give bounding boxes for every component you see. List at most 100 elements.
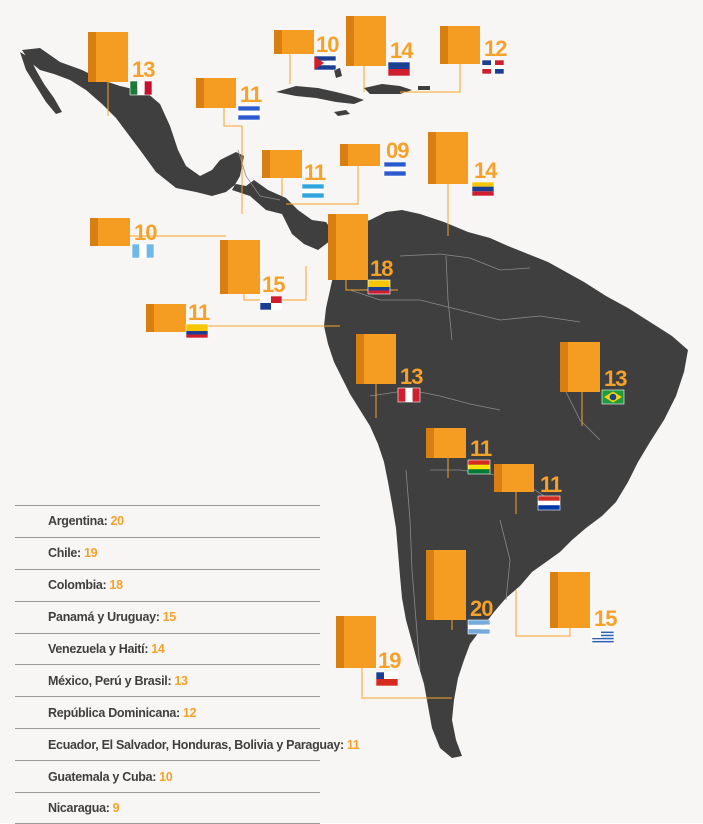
panama-flag bbox=[259, 295, 283, 311]
legend-table: Argentina: 20 Chile: 19 Colombia: 18 Panamá y … bbox=[15, 505, 360, 824]
leader-lines bbox=[107, 54, 583, 699]
value-label-haiti: 14 bbox=[390, 38, 414, 63]
argentina-flag bbox=[467, 619, 491, 635]
legend-row: Nicaragua: 9 bbox=[15, 792, 320, 824]
colombia-flag bbox=[367, 279, 391, 295]
value-label-mexico: 13 bbox=[132, 57, 155, 82]
legend-value: 20 bbox=[110, 514, 125, 529]
legend-row: Ecuador, El Salvador, Honduras, Bolivia … bbox=[15, 728, 360, 760]
bar-side-guatemala bbox=[90, 218, 98, 246]
legend-value: 15 bbox=[162, 610, 177, 625]
bolivia-flag bbox=[467, 459, 491, 475]
bar-front-panama bbox=[228, 240, 260, 294]
bar-front-colombia bbox=[336, 214, 368, 280]
legend-label: Venezuela y Haití: bbox=[48, 642, 149, 656]
peru-flag bbox=[397, 387, 421, 403]
bar-front-peru bbox=[364, 334, 396, 384]
honduras-flag bbox=[301, 183, 325, 199]
legend-value: 9 bbox=[112, 800, 120, 815]
leader-line-nicaragua bbox=[286, 166, 359, 205]
bar-side-venezuela bbox=[428, 132, 436, 184]
value-label-nicaragua: 09 bbox=[386, 138, 409, 163]
cuba-shape bbox=[276, 86, 364, 104]
value-label-ecuador: 11 bbox=[188, 300, 210, 325]
ecuador-flag bbox=[185, 323, 209, 339]
bar-uruguay: 15 bbox=[550, 572, 618, 645]
bar-side-peru bbox=[356, 334, 364, 384]
legend-label: Nicaragua: bbox=[48, 800, 110, 815]
haiti-flag bbox=[387, 61, 411, 77]
bar-side-chile bbox=[336, 616, 344, 668]
legend-row: Venezuela y Haití: 14 bbox=[15, 632, 320, 665]
bar-front-el-salvador bbox=[204, 78, 236, 108]
guatemala-flag bbox=[131, 243, 155, 259]
value-label-guatemala: 10 bbox=[134, 220, 157, 245]
legend-value: 12 bbox=[182, 705, 197, 720]
bar-front-cuba bbox=[282, 30, 314, 54]
bar-guatemala: 10 bbox=[90, 218, 158, 259]
bar-venezuela: 14 bbox=[428, 132, 499, 197]
bar-front-brazil bbox=[568, 342, 600, 392]
value-label-brazil: 13 bbox=[604, 366, 627, 391]
legend-label: Chile: bbox=[48, 546, 81, 561]
bar-front-bolivia bbox=[434, 428, 466, 458]
bar-side-cuba bbox=[274, 30, 282, 54]
bar-front-paraguay bbox=[502, 464, 534, 492]
cuba-flag bbox=[313, 55, 337, 71]
bar-side-nicaragua bbox=[340, 144, 348, 166]
paraguay-flag bbox=[537, 495, 561, 511]
dominican-republic-flag bbox=[481, 59, 505, 75]
chile-flag bbox=[375, 671, 399, 687]
legend-row: República Dominicana: 12 bbox=[15, 696, 320, 728]
bar-argentina: 20 bbox=[426, 550, 494, 635]
bar-side-dominican-republic bbox=[440, 26, 448, 64]
leader-line-chile bbox=[361, 668, 452, 699]
legend-label: República Dominicana: bbox=[48, 705, 180, 720]
bar-front-guatemala bbox=[98, 218, 130, 246]
bar-side-paraguay bbox=[494, 464, 502, 492]
legend-label: Argentina: bbox=[48, 514, 108, 529]
legend-value: 19 bbox=[83, 546, 98, 561]
value-label-el-salvador: 11 bbox=[240, 82, 262, 107]
baja-california-shape bbox=[20, 52, 62, 114]
bar-side-panama bbox=[220, 240, 228, 294]
leader-line-el-salvador bbox=[223, 108, 243, 214]
bar-chile: 19 bbox=[336, 616, 402, 687]
bar-front-ecuador bbox=[154, 304, 186, 332]
bar-panama: 15 bbox=[220, 240, 286, 311]
bar-paraguay: 11 bbox=[494, 464, 563, 511]
value-label-honduras: 11 bbox=[304, 160, 326, 185]
bar-front-haiti bbox=[354, 16, 386, 66]
bar-front-venezuela bbox=[436, 132, 468, 184]
value-label-panama: 15 bbox=[262, 272, 285, 297]
bar-colombia: 18 bbox=[328, 214, 394, 295]
leader-line-uruguay bbox=[515, 590, 571, 637]
puerto-rico-shape bbox=[418, 86, 430, 90]
legend-label: Guatemala y Cuba: bbox=[48, 769, 157, 784]
value-label-colombia: 18 bbox=[370, 256, 393, 281]
value-label-paraguay: 11 bbox=[540, 472, 562, 497]
value-label-chile: 19 bbox=[378, 648, 401, 673]
legend-row: Panamá y Uruguay: 15 bbox=[15, 600, 320, 633]
bar-side-mexico bbox=[88, 32, 96, 82]
value-label-venezuela: 14 bbox=[474, 158, 498, 183]
legend-label: Ecuador, El Salvador, Honduras, Bolivia … bbox=[48, 737, 344, 752]
bar-el-salvador: 11 bbox=[196, 78, 263, 121]
leader-line-dominican-republic bbox=[400, 64, 461, 93]
bar-front-nicaragua bbox=[348, 144, 380, 166]
bar-ecuador: 11 bbox=[146, 300, 211, 339]
bar-front-mexico bbox=[96, 32, 128, 82]
mexico-central-america-shape bbox=[22, 48, 336, 250]
legend-value: 11 bbox=[346, 737, 360, 752]
bar-honduras: 11 bbox=[262, 150, 327, 199]
bar-side-haiti bbox=[346, 16, 354, 66]
bar-dominican-republic: 12 bbox=[440, 26, 508, 75]
value-label-cuba: 10 bbox=[316, 32, 339, 57]
legend-value: 14 bbox=[151, 642, 165, 656]
legend-label: Panamá y Uruguay: bbox=[48, 610, 160, 625]
legend-value: 10 bbox=[159, 769, 173, 784]
legend-label: México, Perú y Brasil: bbox=[48, 673, 172, 688]
bar-front-honduras bbox=[270, 150, 302, 178]
value-label-argentina: 20 bbox=[470, 596, 493, 621]
